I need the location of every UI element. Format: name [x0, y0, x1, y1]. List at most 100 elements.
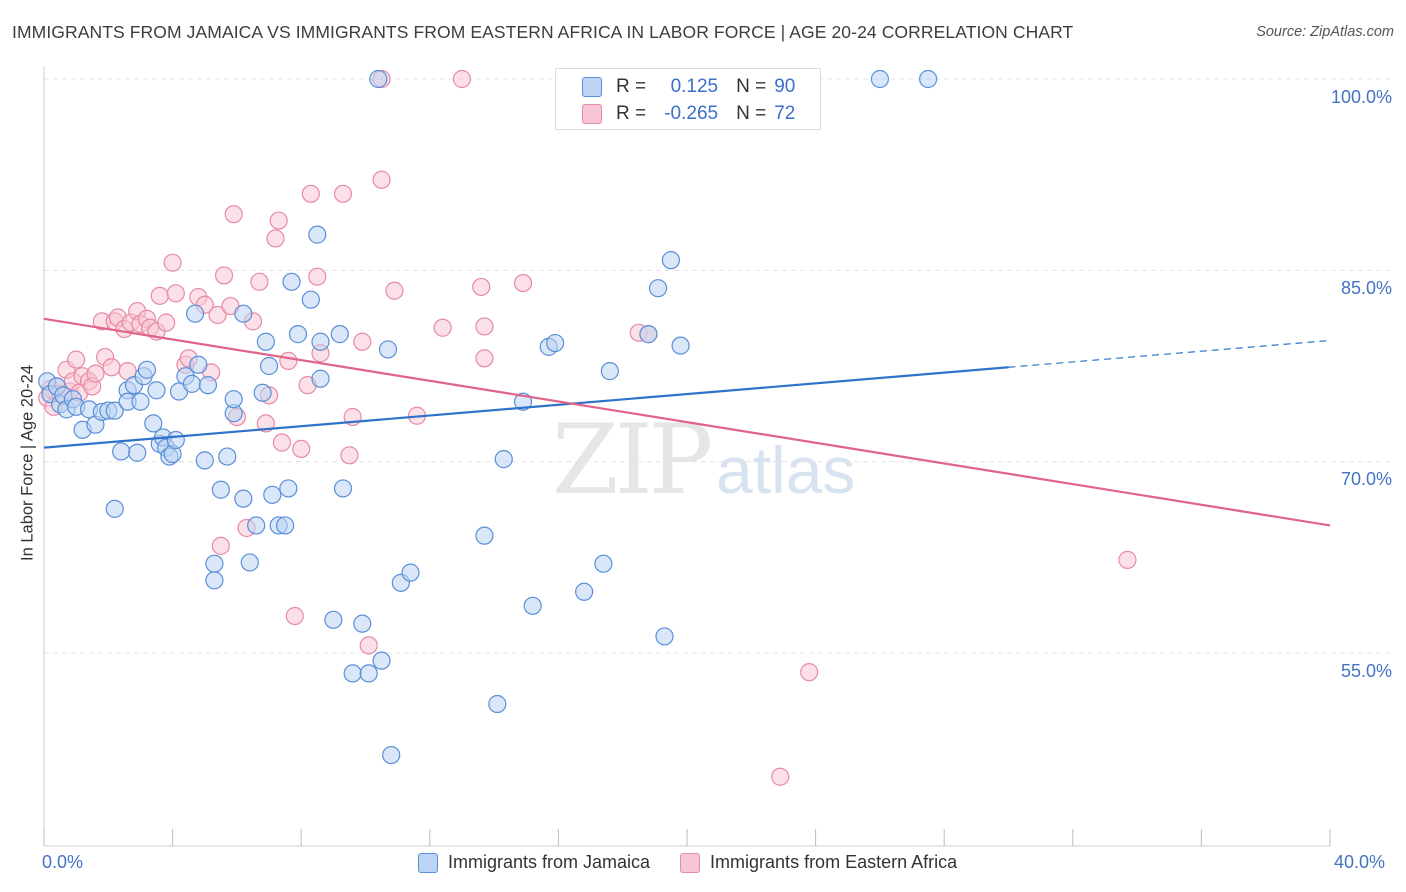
data-point — [353, 332, 372, 351]
data-point — [137, 360, 156, 379]
data-point — [333, 184, 353, 203]
data-point — [279, 479, 298, 498]
data-point — [513, 273, 533, 293]
data-point — [661, 251, 681, 270]
data-point — [343, 664, 362, 683]
trend-line-eastern-africa — [43, 317, 1331, 527]
data-point — [301, 184, 320, 203]
data-point — [272, 433, 292, 452]
y-tick-70: 70.0% — [1340, 469, 1392, 489]
eastern-africa-legend-swatch — [680, 852, 701, 873]
source-credit: Source: ZipAtlas.com — [1256, 24, 1394, 40]
data-point — [378, 340, 398, 359]
data-point — [1118, 550, 1137, 569]
data-point — [369, 69, 388, 89]
data-point — [166, 430, 185, 450]
data-point — [166, 284, 185, 303]
jamaica-legend-swatch — [418, 852, 438, 873]
data-point — [205, 571, 224, 590]
correlation-legend: R = 0.125 N = 90 R = -0.265 N = 72 — [555, 68, 821, 130]
data-point — [600, 362, 619, 381]
data-point — [870, 69, 890, 89]
data-point — [150, 286, 169, 305]
data-point — [253, 383, 272, 402]
data-point — [433, 318, 452, 337]
data-point — [234, 489, 253, 508]
data-point — [195, 451, 214, 470]
data-point — [105, 499, 124, 518]
data-point — [205, 554, 224, 573]
data-point — [224, 390, 243, 409]
data-point — [594, 554, 613, 573]
data-point — [131, 392, 150, 411]
data-point — [102, 358, 121, 377]
legend-item-jamaica[interactable]: Immigrants from Jamaica — [418, 852, 650, 873]
legend-label-eastern-africa: Immigrants from Eastern Africa — [710, 852, 958, 872]
data-point — [494, 450, 513, 469]
trend-lines — [43, 317, 1331, 527]
data-point — [359, 636, 378, 655]
data-point — [144, 414, 163, 433]
data-point — [189, 355, 208, 374]
data-point — [288, 325, 308, 344]
y-tick-85: 85.0% — [1340, 278, 1392, 298]
data-point — [276, 516, 295, 535]
data-point — [308, 267, 327, 286]
stat-row-eastern-africa: R = -0.265 N = 72 — [556, 100, 795, 128]
data-point — [128, 443, 147, 462]
legend-item-eastern-africa[interactable]: Immigrants from Eastern Africa — [680, 852, 957, 873]
data-point — [86, 364, 105, 383]
legend-label-jamaica: Immigrants from Jamaica — [448, 852, 651, 872]
data-point — [919, 69, 938, 89]
data-point — [259, 356, 279, 376]
data-point — [372, 170, 391, 189]
data-point — [671, 336, 690, 355]
data-point — [333, 479, 353, 498]
data-point — [182, 374, 201, 393]
eastern-africa-points — [38, 69, 1137, 786]
data-point — [372, 651, 391, 670]
data-point — [655, 627, 674, 646]
n-value-jamaica: 90 — [774, 76, 796, 97]
jamaica-swatch — [582, 77, 602, 97]
trend-line-jamaica — [43, 366, 1009, 449]
data-point — [67, 350, 86, 369]
data-point — [311, 369, 330, 388]
y-tick-55: 55.0% — [1340, 661, 1392, 681]
n-label: N = — [736, 103, 767, 124]
data-point — [211, 536, 230, 555]
data-point — [234, 304, 253, 323]
data-point — [198, 376, 218, 395]
data-point — [112, 442, 131, 461]
data-point — [240, 553, 259, 572]
data-point — [282, 272, 301, 291]
data-point — [401, 563, 420, 582]
trend-line-jamaica-extension — [1008, 339, 1331, 368]
r-value-eastern-africa: -0.265 — [664, 103, 719, 124]
data-point — [475, 317, 494, 336]
stat-row-jamaica: R = 0.125 N = 90 — [556, 73, 795, 101]
data-point — [382, 745, 401, 765]
eastern-africa-swatch — [582, 104, 602, 124]
r-label: R = — [616, 76, 647, 97]
data-point — [285, 606, 304, 626]
data-point — [771, 767, 790, 786]
data-point — [266, 229, 285, 248]
data-point — [523, 596, 542, 615]
r-label: R = — [616, 103, 647, 124]
data-point — [359, 664, 378, 683]
data-point — [575, 582, 594, 601]
series-legend: Immigrants from Jamaica Immigrants from … — [418, 852, 987, 873]
data-point — [163, 253, 182, 272]
data-point — [308, 225, 327, 244]
data-point — [353, 614, 372, 633]
data-point — [324, 610, 343, 629]
data-point — [648, 279, 668, 298]
data-point — [475, 526, 494, 545]
data-point — [208, 305, 227, 325]
data-point — [639, 325, 658, 344]
data-point — [256, 332, 275, 351]
data-point — [546, 333, 565, 353]
chart-title: IMMIGRANTS FROM JAMAICA VS IMMIGRANTS FR… — [12, 22, 1074, 42]
